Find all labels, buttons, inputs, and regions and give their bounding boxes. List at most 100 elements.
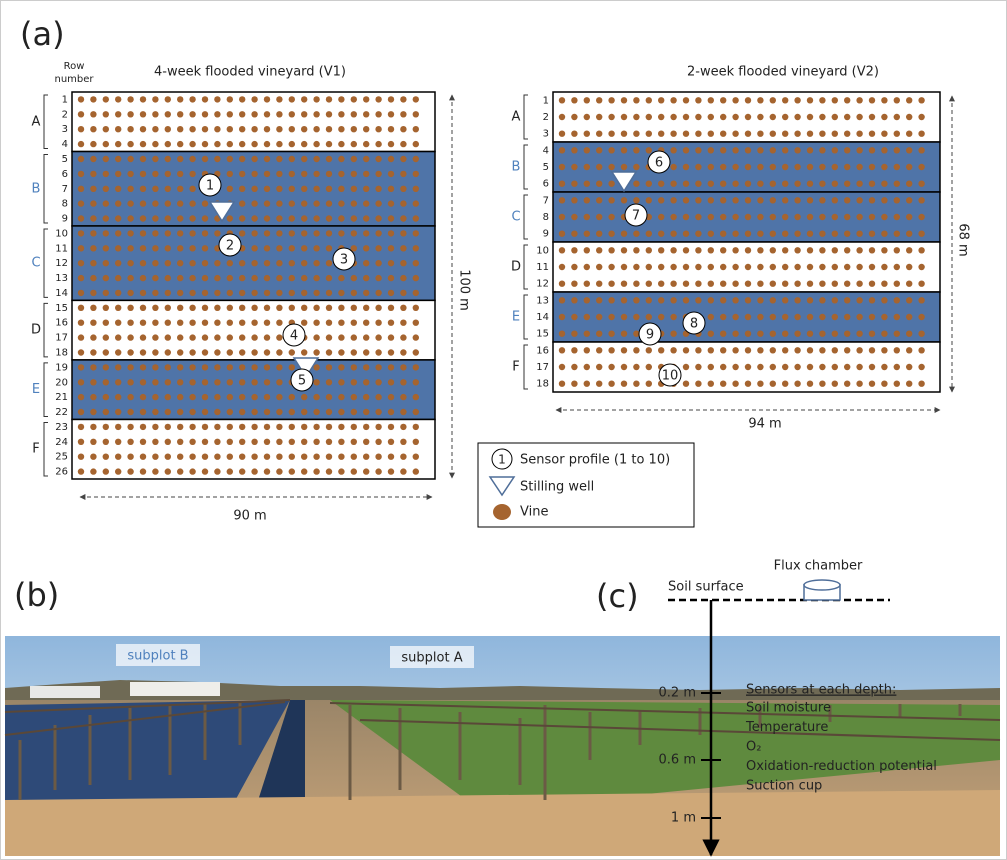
sensor-label: 5 <box>298 374 306 389</box>
vine <box>140 424 146 430</box>
vine <box>708 114 714 120</box>
vine <box>757 97 763 103</box>
vine <box>856 197 862 203</box>
sensor-item: O₂ <box>746 740 761 755</box>
vine <box>202 424 208 430</box>
vine <box>127 439 133 445</box>
vine <box>856 281 862 287</box>
vine <box>152 96 158 102</box>
vine <box>90 424 96 430</box>
vine <box>127 364 133 370</box>
vine <box>165 126 171 132</box>
vine <box>251 320 257 326</box>
vine <box>90 409 96 415</box>
vine <box>338 468 344 474</box>
vine <box>388 320 394 326</box>
vine <box>165 230 171 236</box>
vine <box>351 290 357 296</box>
vine <box>658 181 664 187</box>
vine <box>301 200 307 206</box>
vine <box>301 96 307 102</box>
vine <box>757 181 763 187</box>
vine <box>140 126 146 132</box>
row-number: 2 <box>543 112 549 123</box>
vine <box>326 454 332 460</box>
vine <box>670 297 676 303</box>
vine <box>227 394 233 400</box>
vine <box>819 314 825 320</box>
vine <box>695 131 701 137</box>
vine <box>313 454 319 460</box>
vine <box>227 186 233 192</box>
vine <box>363 394 369 400</box>
vine <box>621 97 627 103</box>
vine <box>918 314 924 320</box>
vine <box>658 97 664 103</box>
vine <box>140 111 146 117</box>
vine <box>559 131 565 137</box>
vine <box>832 297 838 303</box>
vine <box>894 114 900 120</box>
vine <box>869 97 875 103</box>
vine <box>782 297 788 303</box>
vine <box>289 126 295 132</box>
vine <box>264 186 270 192</box>
vine <box>115 111 121 117</box>
vine <box>571 247 577 253</box>
vine <box>177 200 183 206</box>
sensor-label: 1 <box>206 179 214 194</box>
vine <box>351 320 357 326</box>
vine <box>621 147 627 153</box>
vine <box>596 247 602 253</box>
row-number: 16 <box>536 345 549 356</box>
vine <box>289 364 295 370</box>
vine <box>584 381 590 387</box>
vine <box>819 114 825 120</box>
vine <box>633 364 639 370</box>
vine <box>745 264 751 270</box>
vine <box>832 247 838 253</box>
vine <box>856 364 862 370</box>
vine <box>78 424 84 430</box>
vine <box>127 186 133 192</box>
vine <box>227 156 233 162</box>
vine <box>239 111 245 117</box>
vine <box>90 379 96 385</box>
vine <box>140 454 146 460</box>
vine <box>301 111 307 117</box>
vine <box>388 454 394 460</box>
vine <box>251 215 257 221</box>
vine <box>165 394 171 400</box>
vine <box>633 297 639 303</box>
vine <box>757 331 763 337</box>
vine <box>708 297 714 303</box>
vine <box>301 215 307 221</box>
vine <box>189 424 195 430</box>
vine <box>351 156 357 162</box>
vine <box>227 468 233 474</box>
vine <box>745 247 751 253</box>
vine <box>413 305 419 311</box>
vine <box>214 349 220 355</box>
vine <box>264 379 270 385</box>
vine <box>807 181 813 187</box>
vine <box>683 297 689 303</box>
vine <box>844 97 850 103</box>
row-number: 26 <box>55 467 68 478</box>
vine <box>732 181 738 187</box>
vine <box>301 409 307 415</box>
vine <box>214 424 220 430</box>
vine <box>140 171 146 177</box>
vine <box>596 214 602 220</box>
vine <box>770 381 776 387</box>
vine <box>165 186 171 192</box>
vine <box>400 468 406 474</box>
vine <box>571 97 577 103</box>
vine <box>326 334 332 340</box>
vine <box>894 131 900 137</box>
vine <box>103 394 109 400</box>
vine <box>807 197 813 203</box>
vine <box>127 200 133 206</box>
vine <box>326 171 332 177</box>
vine <box>894 314 900 320</box>
